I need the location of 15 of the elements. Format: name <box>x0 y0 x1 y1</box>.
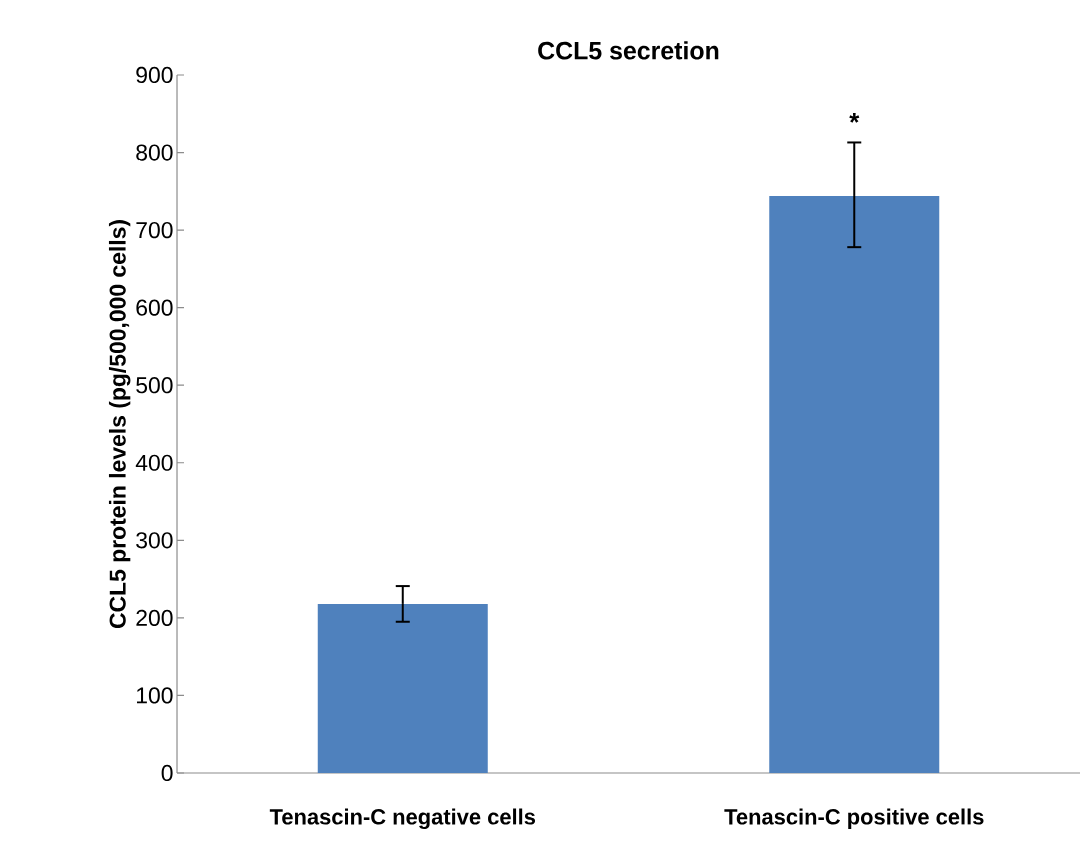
y-tick-label: 300 <box>136 532 173 549</box>
y-tick-label: 700 <box>136 221 173 239</box>
annotation: * <box>849 113 860 123</box>
y-tick-label: 100 <box>137 687 173 704</box>
y-tick-label: 600 <box>136 299 173 316</box>
chart-title: CCL5 secretion <box>538 41 719 60</box>
y-tick-label: 0 <box>161 764 173 782</box>
y-tick-label: 900 <box>136 66 173 84</box>
y-tick-label: 800 <box>136 144 173 161</box>
y-axis-title: CCL5 protein levels (pg/500,000 cells) <box>108 220 131 629</box>
x-tick-label: Tenascin-C positive cells <box>724 808 984 829</box>
x-tick-label: Tenascin-C negative cells <box>269 808 536 830</box>
y-tick-label: 500 <box>136 377 173 394</box>
y-tick-label: 200 <box>136 609 173 626</box>
y-tick-label: 400 <box>135 454 173 471</box>
